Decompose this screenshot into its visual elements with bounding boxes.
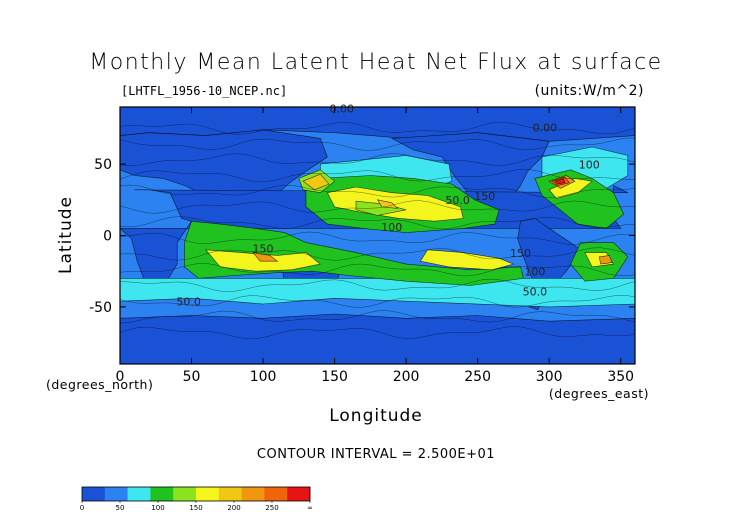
colorbar-swatch <box>196 487 220 501</box>
colorbar-swatch <box>241 487 265 501</box>
flux-region <box>119 313 636 365</box>
colorbar-label: 100 <box>151 504 164 512</box>
x-axis-label: Longitude <box>329 406 423 426</box>
contour-line <box>119 168 636 183</box>
x-tick-label: 150 <box>321 369 348 385</box>
flux-region <box>419 249 515 271</box>
contour-line <box>119 153 636 166</box>
contour-line <box>119 263 636 277</box>
contour-line <box>119 216 636 230</box>
contour-label: 150 <box>510 247 531 260</box>
x-tick-label: 100 <box>250 369 277 385</box>
colorbar-label: ∞ <box>307 504 313 512</box>
contour-line <box>119 184 636 198</box>
map-field: 0.00 0.00 100 150 50.0 100 150 150 100 50.0 50.0 <box>119 103 636 365</box>
colorbar-swatch <box>173 487 197 501</box>
flux-region <box>376 199 399 209</box>
contour-line <box>119 231 636 245</box>
contour-label: 50.0 <box>523 285 548 298</box>
contour-label: 100 <box>381 221 402 234</box>
y-tick-label: -50 <box>89 300 112 316</box>
contour-line <box>119 137 636 151</box>
contour-line <box>119 121 636 135</box>
contour-line <box>119 295 636 308</box>
x-tick-label: 300 <box>536 369 563 385</box>
y-axis-label: Latitude <box>56 196 76 274</box>
contour-label: 100 <box>579 158 600 171</box>
colorbar-swatch <box>127 487 151 501</box>
contour-label: 50.0 <box>176 295 201 308</box>
contour-line <box>119 200 636 214</box>
colorbar: 0 50 100 150 200 250 ∞ <box>80 486 313 512</box>
contour-label: 100 <box>524 265 545 278</box>
colorbar-label: 150 <box>189 504 202 512</box>
contour-label: 150 <box>474 190 495 203</box>
colorbar-swatch <box>150 487 174 501</box>
colorbar-swatch <box>287 487 311 501</box>
y-tick-label: 0 <box>103 229 112 245</box>
colorbar-swatch <box>82 487 106 501</box>
contour-line <box>119 326 636 340</box>
colorbar-swatch <box>264 487 288 501</box>
colorbar-label: 250 <box>265 504 278 512</box>
x-tick-label: 350 <box>607 369 634 385</box>
contour-label: 0.00 <box>329 103 354 116</box>
colorbar-label: 50 <box>116 504 125 512</box>
contour-interval: CONTOUR INTERVAL = 2.500E+01 <box>257 447 495 462</box>
chart-title: Monthly Mean Latent Heat Net Flux at sur… <box>89 50 662 75</box>
colorbar-label: 200 <box>227 504 240 512</box>
flux-region <box>302 173 330 191</box>
x-tick-label: 0 <box>116 369 125 385</box>
y-tick-label: 50 <box>94 157 112 173</box>
contour-line <box>119 247 636 261</box>
y-unit-label: (degrees_north) <box>46 377 153 392</box>
x-tick-label: 250 <box>464 369 491 385</box>
contour-line <box>119 310 636 324</box>
x-axis-ticks: 0 50 100 150 200 250 300 350 <box>116 107 634 385</box>
contour-label: 150 <box>253 243 274 256</box>
file-label: [LHTFL_1956-10_NCEP.nc] <box>121 84 287 98</box>
contour-line <box>119 278 636 292</box>
colorbar-label: 0 <box>80 504 84 512</box>
x-tick-label: 200 <box>393 369 420 385</box>
contour-label: 50.0 <box>445 194 470 207</box>
y-axis-ticks: 50 0 -50 <box>89 157 635 316</box>
flux-region <box>598 255 613 265</box>
flux-region <box>252 252 279 262</box>
colorbar-swatch <box>218 487 242 501</box>
colorbar-swatch <box>104 487 128 501</box>
contour-label: 0.00 <box>533 121 558 134</box>
units-label: (units:W/m^2) <box>535 83 644 99</box>
flux-region <box>554 178 566 185</box>
x-unit-label: (degrees_east) <box>549 386 649 401</box>
x-tick-label: 50 <box>183 369 201 385</box>
